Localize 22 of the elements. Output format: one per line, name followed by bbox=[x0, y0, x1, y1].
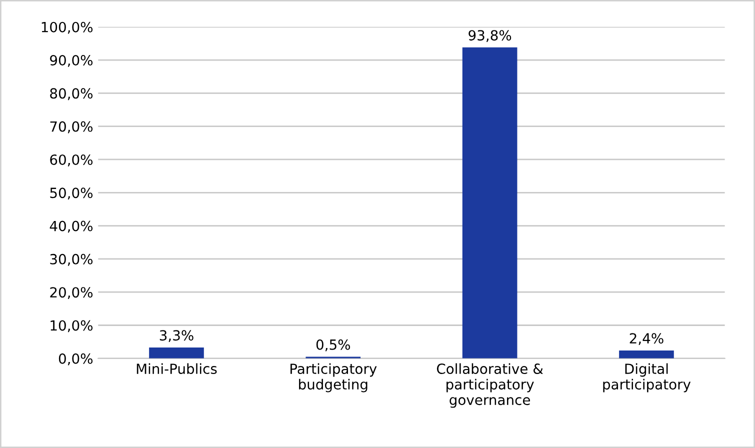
y-tick-label: 70,0% bbox=[50, 121, 93, 134]
y-tick-label: 90,0% bbox=[50, 55, 93, 67]
bar bbox=[149, 347, 204, 358]
y-tick-label: 50,0% bbox=[50, 188, 93, 200]
y-tick-label: 30,0% bbox=[50, 254, 93, 266]
y-tick-label: 0,0% bbox=[58, 353, 93, 366]
y-tick-label: 10,0% bbox=[50, 320, 93, 332]
data-label: 2,4% bbox=[630, 333, 664, 346]
x-tick-label: Participatory budgeting bbox=[290, 363, 377, 392]
x-tick-label: Digital participatory bbox=[603, 363, 691, 392]
y-tick-label: 100,0% bbox=[42, 22, 93, 34]
y-tick-label: 40,0% bbox=[50, 220, 93, 233]
bar bbox=[619, 350, 674, 358]
x-tick-label: Collaborative & participatory governance bbox=[436, 363, 544, 408]
data-label: 3,3% bbox=[160, 330, 194, 342]
x-tick-label: Mini-Publics bbox=[136, 363, 217, 374]
y-tick-label: 20,0% bbox=[50, 287, 93, 299]
data-label: 0,5% bbox=[316, 339, 350, 352]
y-tick-label: 60,0% bbox=[50, 154, 93, 166]
data-label: 93,8% bbox=[468, 30, 512, 42]
y-tick-label: 80,0% bbox=[50, 88, 93, 100]
bar bbox=[462, 47, 518, 358]
